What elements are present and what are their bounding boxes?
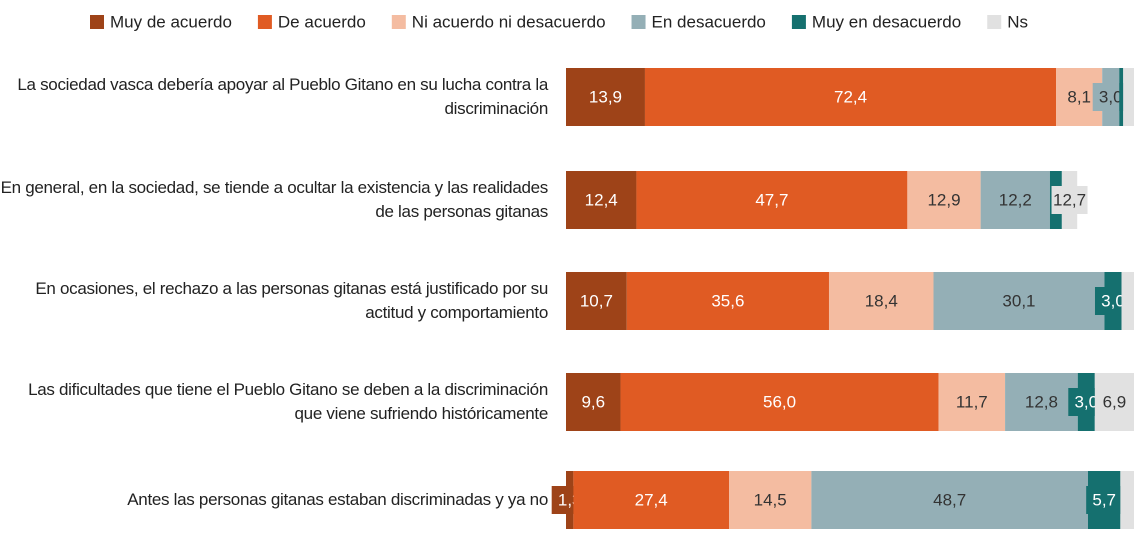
bar-segment — [1119, 68, 1124, 126]
legend-swatch — [987, 15, 1002, 29]
bar-segment — [620, 373, 939, 431]
category-label: En ocasiones, el rechazo a las personas … — [35, 279, 548, 322]
value-label: 6,9 — [1103, 392, 1127, 411]
value-label: 56,0 — [763, 392, 796, 411]
legend-label: Muy de acuerdo — [110, 12, 232, 31]
value-label: 11,7 — [956, 392, 988, 411]
legend-swatch — [791, 15, 806, 29]
value-label: 30,1 — [1002, 291, 1035, 310]
value-label: 47,7 — [755, 190, 788, 209]
bar-segment — [811, 471, 1088, 529]
value-label: 18,4 — [865, 291, 898, 310]
bar-segment — [566, 272, 627, 330]
value-label: 12,7 — [1053, 190, 1086, 209]
bar-segment — [729, 471, 812, 529]
value-label: 3,0 — [1074, 392, 1098, 411]
value-label: 3,0 — [1099, 87, 1123, 106]
legend-label: Ns — [1007, 12, 1028, 31]
bar-segment — [573, 471, 730, 529]
value-label: 3,0 — [1101, 291, 1125, 310]
value-label: 8,1 — [1067, 87, 1091, 106]
bar-segment — [1123, 68, 1134, 126]
bar-segment — [1005, 373, 1078, 431]
legend-label: Ni acuerdo ni desacuerdo — [412, 12, 606, 31]
bar-segment — [933, 272, 1105, 330]
value-label: 12,8 — [1025, 392, 1058, 411]
label-box — [1086, 486, 1123, 514]
value-label: 13,9 — [589, 87, 622, 106]
value-label: 12,4 — [585, 190, 618, 209]
legend-swatch — [90, 15, 104, 29]
category-label: Las dificultades que tiene el Pueblo Git… — [28, 380, 548, 423]
bar-segment — [980, 171, 1050, 229]
bar-segment — [828, 272, 934, 330]
bar-segment — [1120, 471, 1134, 529]
value-label: 14,5 — [754, 490, 787, 509]
value-label: 5,7 — [1092, 490, 1116, 509]
value-label: 27,4 — [635, 490, 668, 509]
bar-segment — [1121, 272, 1134, 330]
bar-segment — [938, 373, 1006, 431]
bar-segment — [626, 272, 829, 330]
value-label: 10,7 — [580, 291, 613, 310]
value-label: 12,2 — [999, 190, 1032, 209]
bar-segment — [907, 171, 981, 229]
legend-swatch — [391, 15, 406, 29]
legend-label: En desacuerdo — [652, 12, 766, 31]
bar-segment — [644, 68, 1057, 126]
bar-segment — [566, 68, 645, 126]
bar-segment — [636, 171, 908, 229]
value-label: 9,6 — [581, 392, 605, 411]
category-label: La sociedad vasca debería apoyar al Pueb… — [17, 75, 548, 118]
category-label: En general, en la sociedad, se tiende a … — [0, 178, 549, 221]
value-label: 72,4 — [834, 87, 867, 106]
bar-segment — [566, 171, 637, 229]
bar-segment — [566, 373, 621, 431]
legend-swatch — [631, 15, 646, 29]
legend-label: De acuerdo — [278, 12, 366, 31]
legend-label: Muy en desacuerdo — [812, 12, 961, 31]
legend-swatch — [257, 15, 272, 29]
value-label: 12,9 — [927, 190, 960, 209]
value-label: 48,7 — [933, 490, 966, 509]
bar-segment — [1094, 373, 1134, 431]
category-label: Antes las personas gitanas estaban discr… — [127, 490, 548, 509]
value-label: 35,6 — [711, 291, 744, 310]
label-box — [1051, 186, 1088, 214]
